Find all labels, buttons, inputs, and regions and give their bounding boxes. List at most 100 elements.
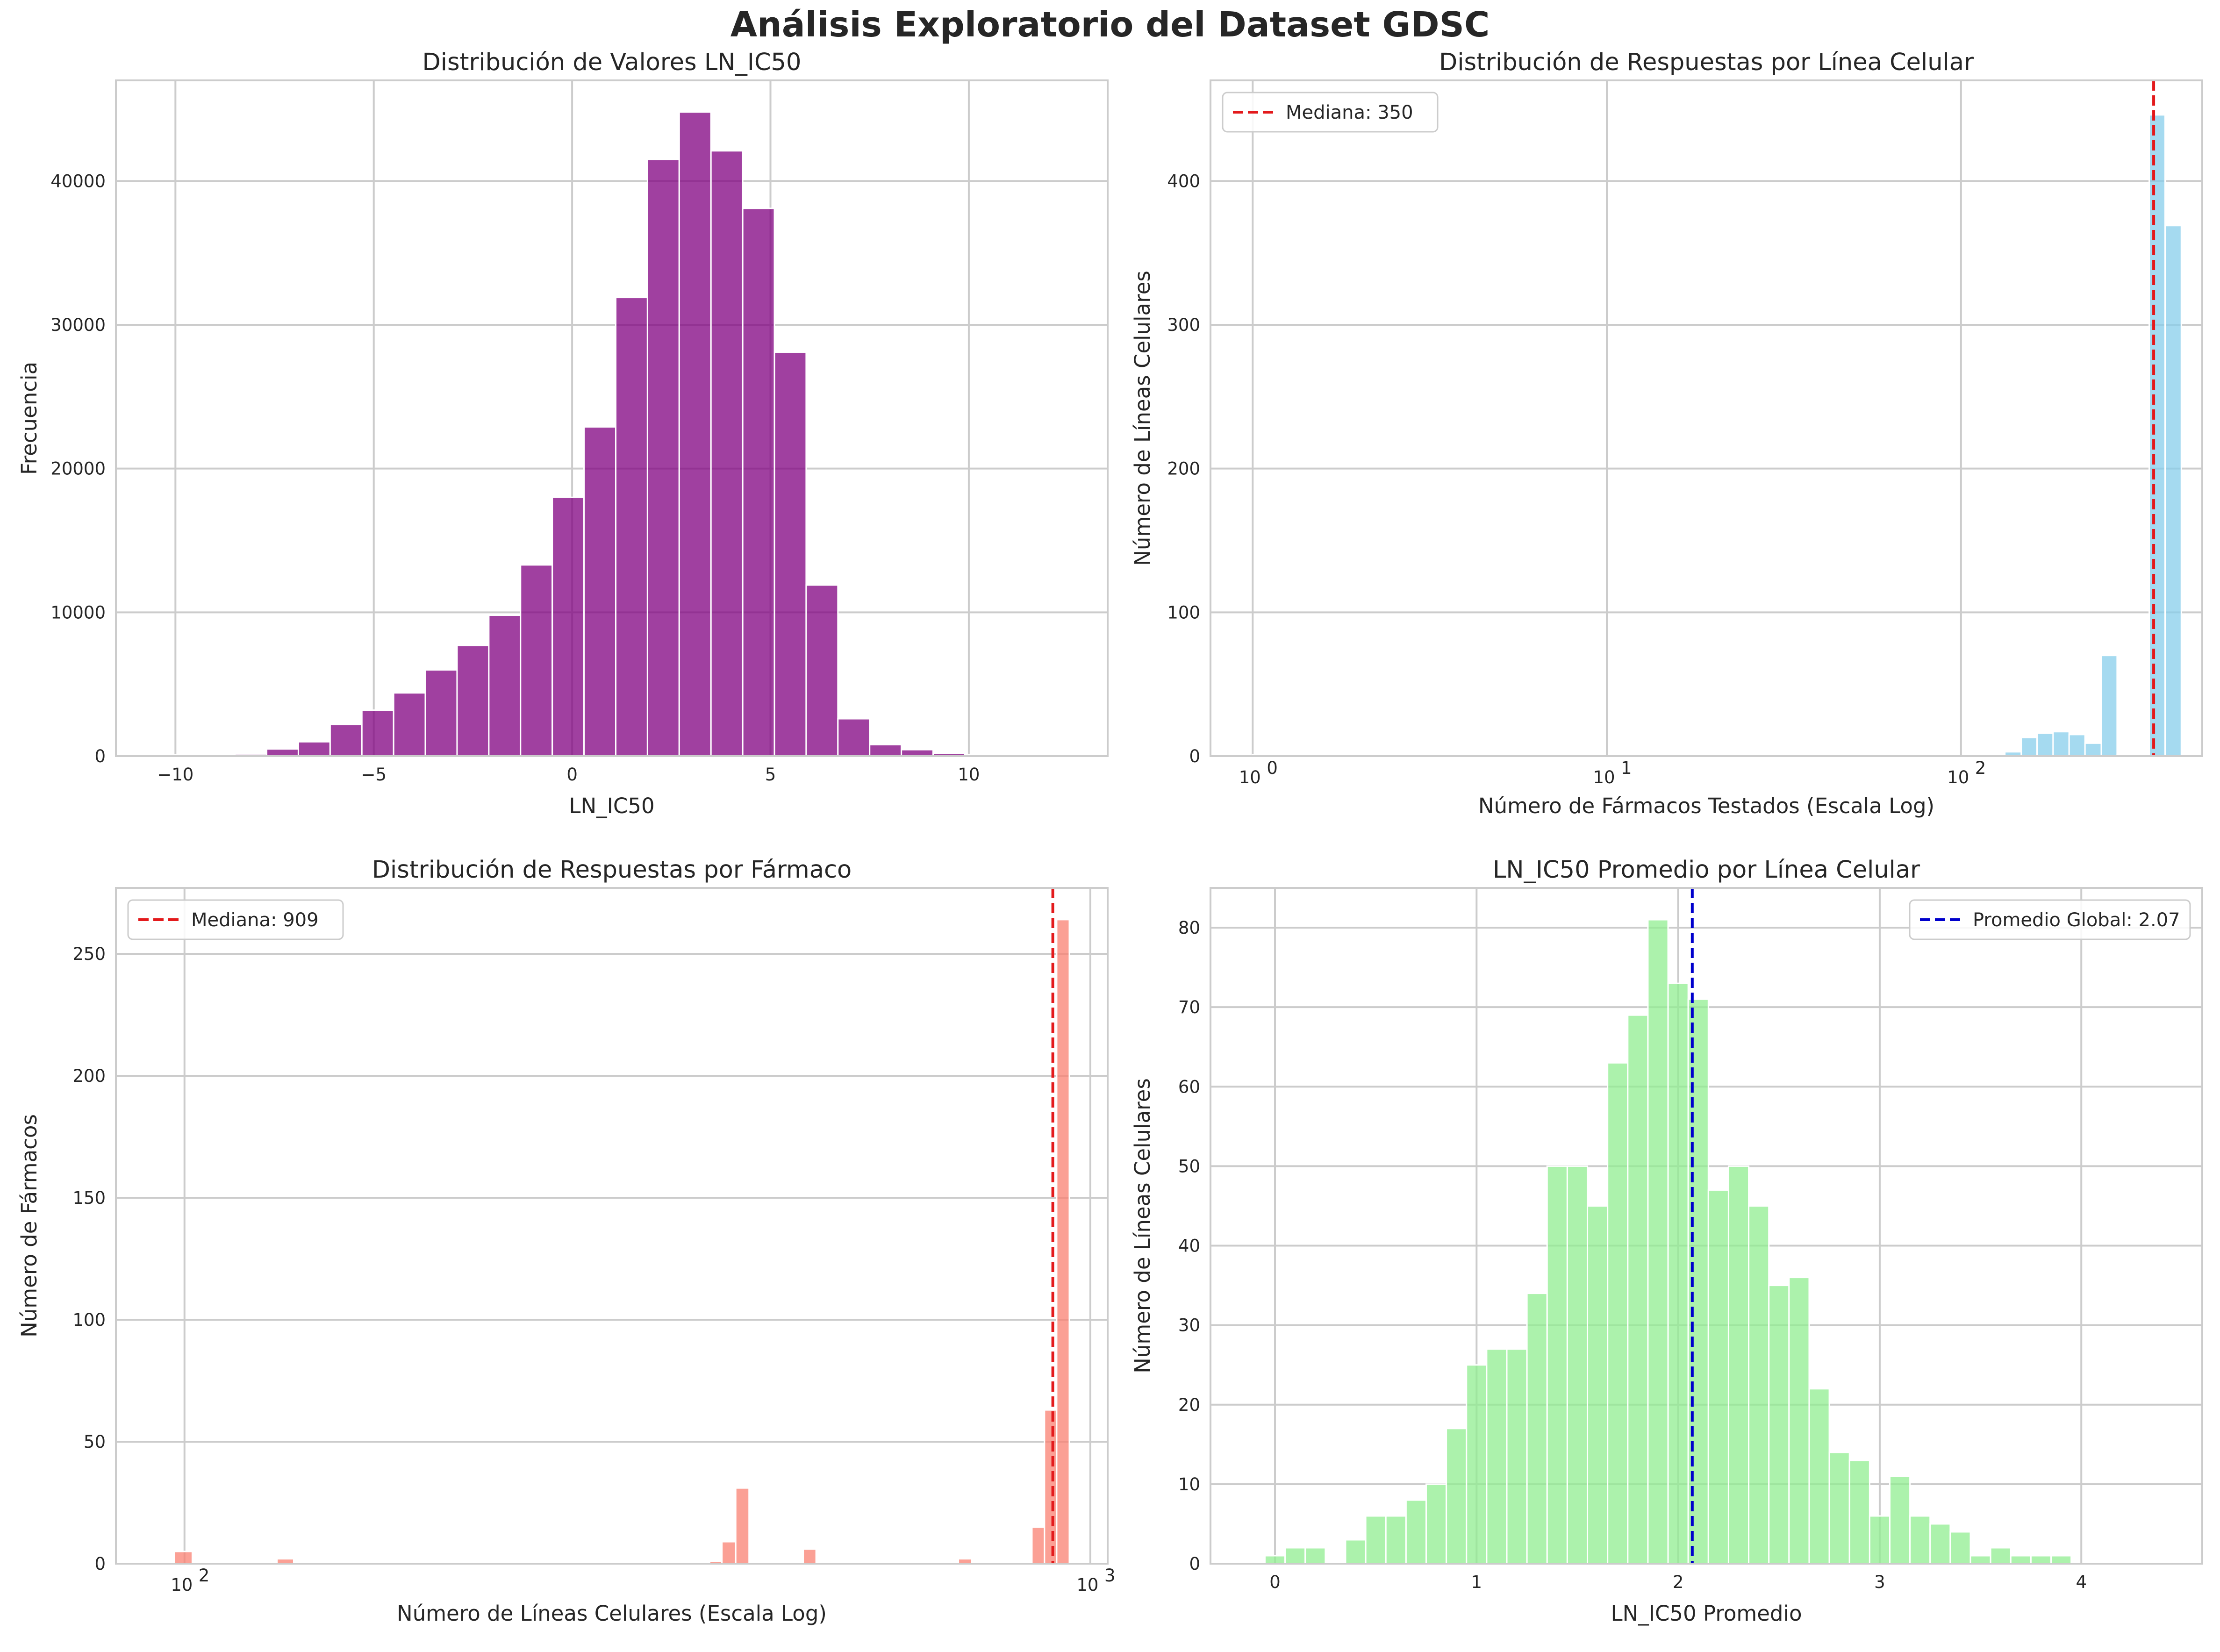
y-axis-label: Número de Fármacos <box>17 1114 42 1337</box>
histogram-bar <box>1990 1547 2012 1565</box>
y-tick-label: 400 <box>1167 171 1200 191</box>
histogram-bar <box>1727 1165 1750 1565</box>
x-tick-exponent: 3 <box>1104 1566 1116 1586</box>
histogram-bar <box>1566 1165 1589 1565</box>
histogram-bar <box>2148 114 2166 757</box>
legend-box <box>1222 92 1439 133</box>
histogram-bar <box>2030 1555 2052 1565</box>
legend-label: Promedio Global: 2.07 <box>1973 909 2180 931</box>
y-tick-label: 80 <box>1178 918 1200 938</box>
y-tick-label: 0 <box>1189 1554 1200 1574</box>
y-tick-label: 40000 <box>50 171 106 191</box>
y-tick-label: 10 <box>1178 1474 1200 1495</box>
legend: Mediana: 350 <box>1222 92 1439 133</box>
histogram-bar <box>2036 732 2054 757</box>
histogram-bar <box>488 614 522 757</box>
y-tick-label: 50 <box>84 1432 106 1452</box>
x-tick-label: 3 <box>1874 1572 1885 1592</box>
histogram-bar <box>2020 737 2038 757</box>
plot-frame <box>115 887 1109 1565</box>
subplot-title: Distribución de Respuestas por Línea Cel… <box>1439 49 1974 76</box>
histogram-bar <box>742 207 775 757</box>
histogram-bar <box>1044 1409 1058 1565</box>
legend-label: Mediana: 909 <box>191 909 319 931</box>
histogram-bar <box>646 158 680 757</box>
x-tick-exponent: 2 <box>199 1566 210 1586</box>
subplot-title: LN_IC50 Promedio por Línea Celular <box>1493 856 1920 884</box>
histogram-bar <box>2084 742 2102 757</box>
x-tick-label: −5 <box>361 765 387 785</box>
x-axis-label: LN_IC50 Promedio <box>1611 1601 1802 1626</box>
y-tick-label: 200 <box>72 1066 106 1086</box>
x-tick-label: 10 <box>171 1575 193 1595</box>
subplots: −10 −5 0 5 10010000200003000040000Distribuci… <box>17 49 2203 1626</box>
y-tick-label: 300 <box>1167 315 1200 335</box>
x-axis-label: Número de Líneas Celulares (Escala Log) <box>397 1601 827 1626</box>
histogram-bar <box>1788 1277 1810 1565</box>
x-tick-label: 10 <box>958 765 980 785</box>
histogram-bar <box>1889 1475 1911 1565</box>
histogram-bar <box>1425 1483 1447 1565</box>
y-tick-label: 50 <box>1178 1156 1200 1176</box>
histogram-bar <box>583 426 616 757</box>
histogram-bar <box>1304 1547 1326 1565</box>
histogram-bar <box>901 749 934 757</box>
x-axis-label: Número de Fármacos Testados (Escala Log) <box>1478 794 1934 818</box>
y-tick-label: 0 <box>94 1554 106 1574</box>
x-tick-exponent: 0 <box>1267 758 1278 778</box>
histogram-bar <box>735 1487 750 1565</box>
histogram-bar <box>2010 1555 2032 1565</box>
y-tick-label: 0 <box>1189 746 1200 766</box>
histogram-bar <box>1264 1555 1286 1565</box>
x-tick-label: −10 <box>157 765 193 785</box>
histogram-bar <box>837 718 871 757</box>
histogram-bar <box>1385 1515 1407 1565</box>
x-tick-label: 10 <box>1239 767 1261 787</box>
histogram-bar <box>1707 1189 1729 1565</box>
y-tick-label: 30000 <box>50 315 106 335</box>
histogram-bar <box>1405 1499 1427 1565</box>
legend: Mediana: 909 <box>127 899 344 940</box>
histogram-bar <box>1526 1293 1548 1565</box>
histogram-bar <box>1949 1531 1971 1565</box>
legend-label: Mediana: 350 <box>1286 102 1413 123</box>
histogram-bar <box>1848 1459 1870 1565</box>
histogram-bar <box>2052 731 2070 757</box>
histogram-bar <box>1506 1348 1528 1565</box>
histogram-bars <box>171 111 1029 757</box>
histogram-bar <box>329 723 363 757</box>
x-tick-label: 2 <box>1673 1572 1684 1592</box>
histogram-bar <box>615 297 648 757</box>
histogram-bar <box>2164 225 2182 757</box>
histogram-bar <box>520 564 553 757</box>
y-tick-label: 200 <box>1167 459 1200 479</box>
y-tick-label: 10000 <box>50 602 106 622</box>
histogram-bar <box>1828 1452 1850 1565</box>
histogram-bar <box>266 748 299 757</box>
histogram-bar <box>1466 1364 1488 1565</box>
histogram-bar <box>1486 1348 1508 1565</box>
histogram-bar <box>424 669 458 757</box>
x-tick-label: 10 <box>1947 767 1969 787</box>
histogram-bar <box>678 111 712 757</box>
y-axis-label: Número de Líneas Celulares <box>1130 271 1155 566</box>
y-tick-label: 70 <box>1178 997 1200 1017</box>
histogram-bar <box>802 1548 817 1565</box>
legend-box <box>1909 899 2191 940</box>
histogram-bar <box>710 150 744 757</box>
histogram-bar <box>869 744 902 757</box>
histogram-bar <box>1284 1547 1306 1565</box>
histogram-bar <box>721 1541 737 1565</box>
histogram-bar <box>173 1551 193 1565</box>
y-tick-label: 250 <box>72 944 106 964</box>
y-tick-label: 0 <box>94 746 106 766</box>
histogram-bar <box>456 644 490 757</box>
histogram-bar <box>1768 1285 1790 1565</box>
histogram-bar <box>361 709 394 757</box>
histogram-bar <box>1909 1515 1931 1565</box>
legend: Promedio Global: 2.07 <box>1909 899 2191 940</box>
histogram-bars <box>1264 919 2072 1565</box>
histogram-bar <box>1587 1205 1609 1565</box>
histogram-bar <box>773 351 807 757</box>
